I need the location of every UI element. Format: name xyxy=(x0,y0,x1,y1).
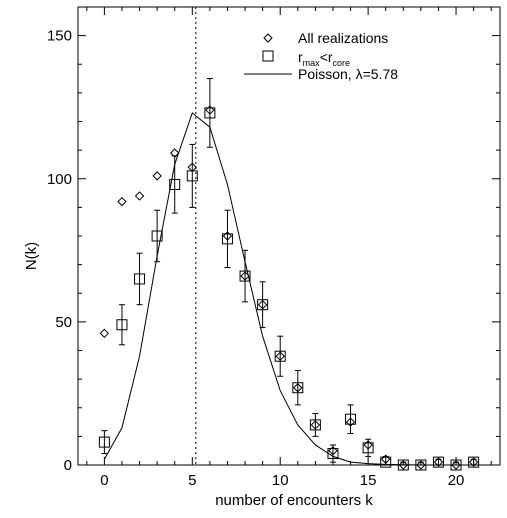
diamond-point xyxy=(468,457,479,467)
square-point xyxy=(257,299,269,311)
y-tick-label: 100 xyxy=(47,171,72,188)
square-point xyxy=(362,442,374,454)
square-point xyxy=(204,107,216,119)
diamond-point xyxy=(152,171,162,181)
diamond-point xyxy=(416,460,426,470)
diamond-point xyxy=(117,196,127,207)
x-tick-label: 5 xyxy=(188,472,196,489)
square-point xyxy=(98,436,110,448)
square-point xyxy=(116,319,128,331)
diamond-point xyxy=(398,460,408,470)
x-tick-label: 15 xyxy=(360,472,377,489)
square-point xyxy=(292,382,304,394)
x-tick-label: 0 xyxy=(100,472,108,489)
diamond-point xyxy=(433,457,444,467)
square-point xyxy=(221,233,233,245)
square-point xyxy=(309,419,321,431)
square-point xyxy=(186,170,198,182)
square-point xyxy=(432,456,444,468)
plot-layer: 0 5 10 15 20 0 50 100 150 All realizations rmax<rc… xyxy=(47,6,501,489)
square-point xyxy=(151,230,163,242)
legend-square-icon xyxy=(262,50,274,62)
y-tick-label: 150 xyxy=(47,28,72,45)
y-tick-label: 0 xyxy=(64,457,72,474)
diamond-point xyxy=(99,328,110,339)
square-point xyxy=(468,456,480,468)
legend-diamond-icon xyxy=(263,33,273,43)
square-point xyxy=(380,456,392,468)
square-point xyxy=(345,413,357,425)
legend-label-poisson: Poisson, λ=5.78 xyxy=(298,66,398,82)
diamond-point xyxy=(134,191,145,201)
y-axis-title: N(k) xyxy=(23,242,40,270)
square-point xyxy=(239,270,251,282)
legend-label-rmax: rmax<rcore xyxy=(298,49,350,68)
x-tick-label: 10 xyxy=(272,472,289,489)
legend-label-all: All realizations xyxy=(298,30,388,46)
x-tick-label: 20 xyxy=(448,472,465,489)
poisson-curve xyxy=(103,112,474,466)
square-point xyxy=(274,350,286,362)
square-point xyxy=(169,178,181,190)
y-tick-label: 50 xyxy=(55,314,72,331)
plot-frame xyxy=(77,6,501,466)
x-axis-title: number of encounters k xyxy=(215,492,373,509)
square-point xyxy=(134,273,146,285)
diamond-point xyxy=(451,460,461,470)
